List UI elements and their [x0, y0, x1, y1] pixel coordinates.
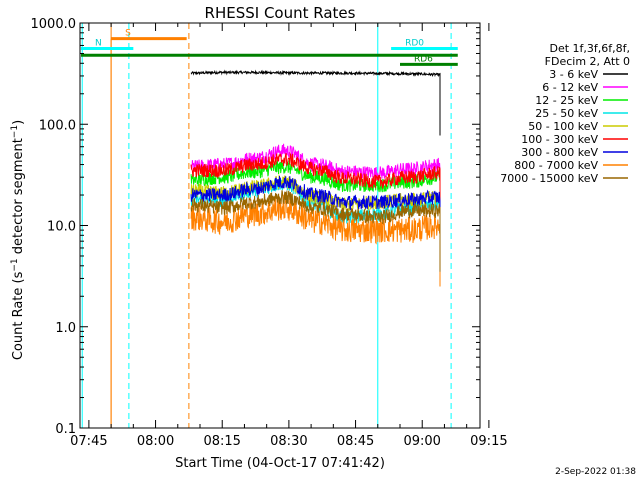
annotation-label-0: S [125, 29, 131, 39]
legend-label: 6 - 12 keV [542, 81, 598, 94]
series-line-100-300keV [190, 152, 441, 234]
annotation-label-1: N [95, 38, 102, 48]
legend-label: 12 - 25 keV [535, 94, 598, 107]
x-tick-label: 09:00 [403, 434, 440, 449]
legend-header-1: FDecim 2, Att 0 [545, 55, 630, 68]
chart-title: RHESSI Count Rates [205, 4, 356, 22]
x-tick-label: 07:45 [70, 434, 107, 449]
y-tick-label: 1.0 [55, 321, 76, 336]
x-tick-label: 08:00 [137, 434, 174, 449]
legend-label: 7000 - 15000 keV [500, 172, 598, 185]
legend-label: 300 - 800 keV [521, 146, 598, 159]
annotation-label-2: RD0 [405, 38, 424, 48]
series-line-3-6keV [190, 69, 441, 136]
x-tick-label: 08:30 [270, 434, 307, 449]
legend-label: 25 - 50 keV [535, 107, 598, 120]
y-axis-label: Count Rate (s−1 detector segment−1) [10, 120, 26, 360]
y-tick-label: 10.0 [47, 220, 76, 235]
legend: Det 1f,3f,6f,8f,FDecim 2, Att 03 - 6 keV… [500, 42, 630, 185]
annotation-label-3: RD6 [414, 54, 433, 64]
x-tick-label: 09:15 [470, 434, 507, 449]
y-tick-label: 0.1 [55, 422, 76, 437]
series-line-800-7000keV [190, 194, 441, 287]
footer-timestamp: 2-Sep-2022 01:38 [555, 467, 636, 477]
plot-area: S N RD0 RD6 [81, 23, 458, 428]
x-tick-label: 08:45 [337, 434, 374, 449]
series-line-7000-15000keV [190, 190, 441, 272]
series-line-6-12keV [190, 143, 441, 226]
legend-header-0: Det 1f,3f,6f,8f, [549, 42, 630, 55]
y-tick-label: 1000.0 [31, 17, 77, 32]
x-tick-label: 08:15 [203, 434, 240, 449]
y-tick-label: 100.0 [39, 118, 76, 133]
legend-label: 3 - 6 keV [549, 68, 598, 81]
axes: 0.1 1.0 10.0 100.0 1000.0 07:45 08:00 08:15 08:3… [31, 17, 508, 449]
legend-label: 50 - 100 keV [528, 120, 598, 133]
x-axis-label: Start Time (04-Oct-17 07:41:42) [175, 456, 385, 471]
series-line-300-800keV [190, 175, 441, 259]
legend-label: 800 - 7000 keV [514, 159, 598, 172]
legend-label: 100 - 300 keV [521, 133, 598, 146]
